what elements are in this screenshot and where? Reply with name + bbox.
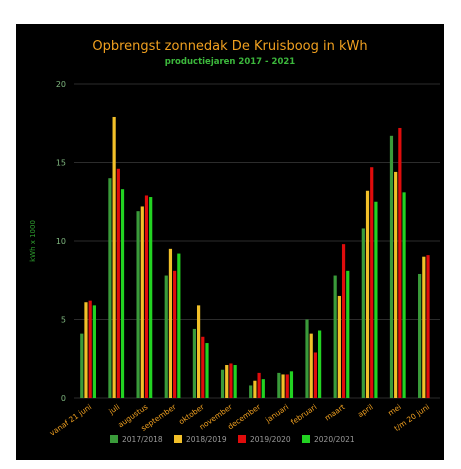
legend-swatch[interactable]: [238, 435, 246, 443]
legend[interactable]: 2017/2018 2018/2019 2019/2020 2020/2021: [110, 435, 355, 444]
x-tick-label: maart: [323, 402, 347, 422]
legend-label[interactable]: 2019/2020: [250, 435, 291, 444]
bar[interactable]: [233, 365, 237, 398]
bar[interactable]: [277, 372, 281, 398]
x-tick-label: vanaf 21 juni: [48, 402, 93, 437]
chart-subtitle: productiejaren 2017 - 2021: [165, 57, 295, 67]
y-tick-label: 5: [61, 316, 66, 325]
bar[interactable]: [112, 116, 116, 398]
bar[interactable]: [305, 319, 309, 399]
y-tick-label: 0: [61, 394, 66, 403]
bar[interactable]: [92, 305, 96, 398]
bar[interactable]: [346, 270, 350, 398]
chart-title: Opbrengst zonnedak De Kruisboog in kWh: [92, 39, 367, 54]
bar[interactable]: [289, 371, 294, 398]
bar[interactable]: [389, 135, 394, 398]
gridlines: [74, 83, 440, 399]
x-tick-label: april: [356, 402, 375, 419]
bar[interactable]: [205, 343, 209, 398]
bar[interactable]: [201, 336, 205, 398]
bar[interactable]: [108, 178, 112, 398]
bar[interactable]: [196, 305, 201, 398]
bar[interactable]: [426, 255, 430, 398]
bar[interactable]: [257, 372, 261, 398]
x-tick-label: mei: [386, 402, 403, 417]
bar[interactable]: [281, 374, 285, 398]
y-tick-label: 20: [56, 80, 66, 89]
bar[interactable]: [192, 328, 196, 398]
legend-label[interactable]: 2017/2018: [122, 435, 163, 444]
bars: [80, 116, 430, 399]
bar[interactable]: [422, 256, 426, 398]
bar[interactable]: [88, 300, 92, 398]
legend-swatch[interactable]: [110, 435, 118, 443]
y-axis-label: kWh x 1000: [29, 220, 37, 262]
bar[interactable]: [84, 302, 88, 398]
bar[interactable]: [333, 275, 337, 398]
bar[interactable]: [370, 167, 374, 398]
bar[interactable]: [177, 253, 181, 398]
bar[interactable]: [285, 374, 289, 398]
bar[interactable]: [418, 273, 422, 398]
bar[interactable]: [365, 190, 370, 398]
y-tick-label: 15: [56, 159, 66, 168]
bar[interactable]: [164, 275, 168, 398]
y-tick-label: 10: [56, 237, 66, 246]
bar-chart: Opbrengst zonnedak De Kruisboog in kWh p…: [29, 39, 440, 444]
bar[interactable]: [144, 195, 149, 398]
x-tick-label: januari: [263, 402, 290, 425]
legend-swatch[interactable]: [302, 435, 310, 443]
legend-swatch[interactable]: [174, 435, 182, 443]
bar[interactable]: [261, 379, 265, 398]
bar[interactable]: [394, 171, 398, 398]
bar[interactable]: [229, 363, 233, 398]
bar[interactable]: [309, 333, 313, 398]
bar[interactable]: [361, 228, 365, 398]
bar[interactable]: [120, 189, 125, 398]
bar[interactable]: [318, 330, 322, 398]
bar[interactable]: [173, 270, 177, 398]
bar[interactable]: [168, 248, 173, 398]
bar[interactable]: [341, 244, 346, 398]
bar[interactable]: [220, 369, 225, 398]
bar[interactable]: [313, 352, 318, 398]
bar[interactable]: [116, 168, 120, 398]
bar[interactable]: [136, 211, 140, 398]
x-tick-label: februari: [289, 402, 318, 426]
bar[interactable]: [225, 365, 229, 398]
bar[interactable]: [337, 295, 341, 398]
bar[interactable]: [249, 385, 253, 398]
bar[interactable]: [140, 206, 144, 398]
bar[interactable]: [398, 127, 402, 399]
y-axis-ticks: 0 5 10 15 20: [56, 80, 66, 403]
bar[interactable]: [402, 192, 406, 398]
bar[interactable]: [149, 197, 153, 398]
bar[interactable]: [374, 201, 378, 398]
bar[interactable]: [80, 333, 84, 398]
bar[interactable]: [253, 380, 257, 398]
legend-label[interactable]: 2018/2019: [186, 435, 227, 444]
x-tick-label: juli: [106, 402, 121, 416]
legend-label[interactable]: 2020/2021: [314, 435, 355, 444]
chart-panel: Opbrengst zonnedak De Kruisboog in kWh p…: [16, 24, 444, 460]
